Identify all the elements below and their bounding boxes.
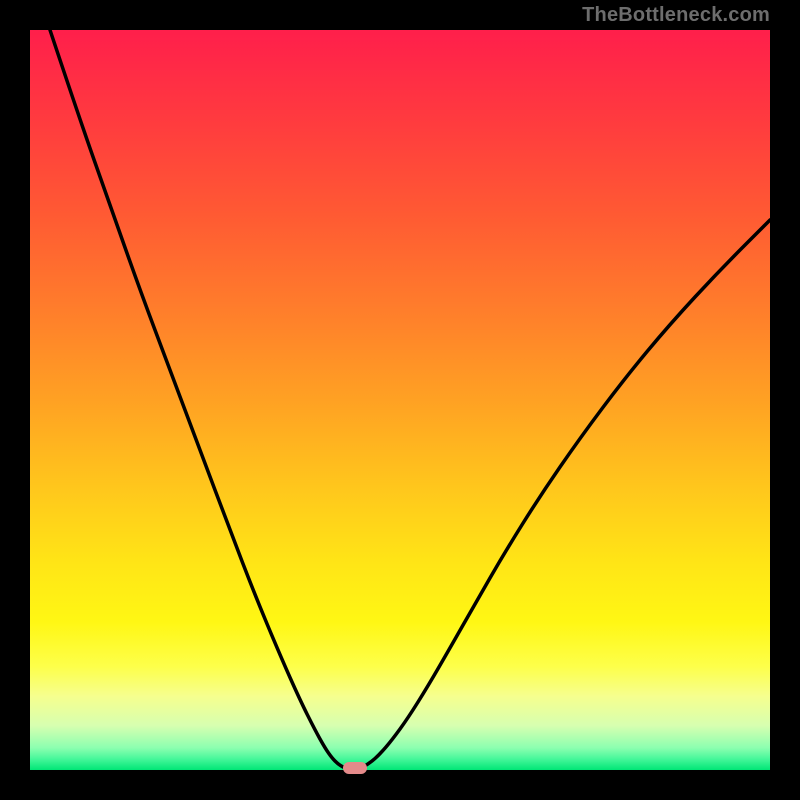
minimum-marker [343,762,367,774]
watermark-text: TheBottleneck.com [582,4,770,27]
chart-container: TheBottleneck.com [0,0,800,800]
bottleneck-curve [30,30,770,770]
plot-area [30,30,770,770]
